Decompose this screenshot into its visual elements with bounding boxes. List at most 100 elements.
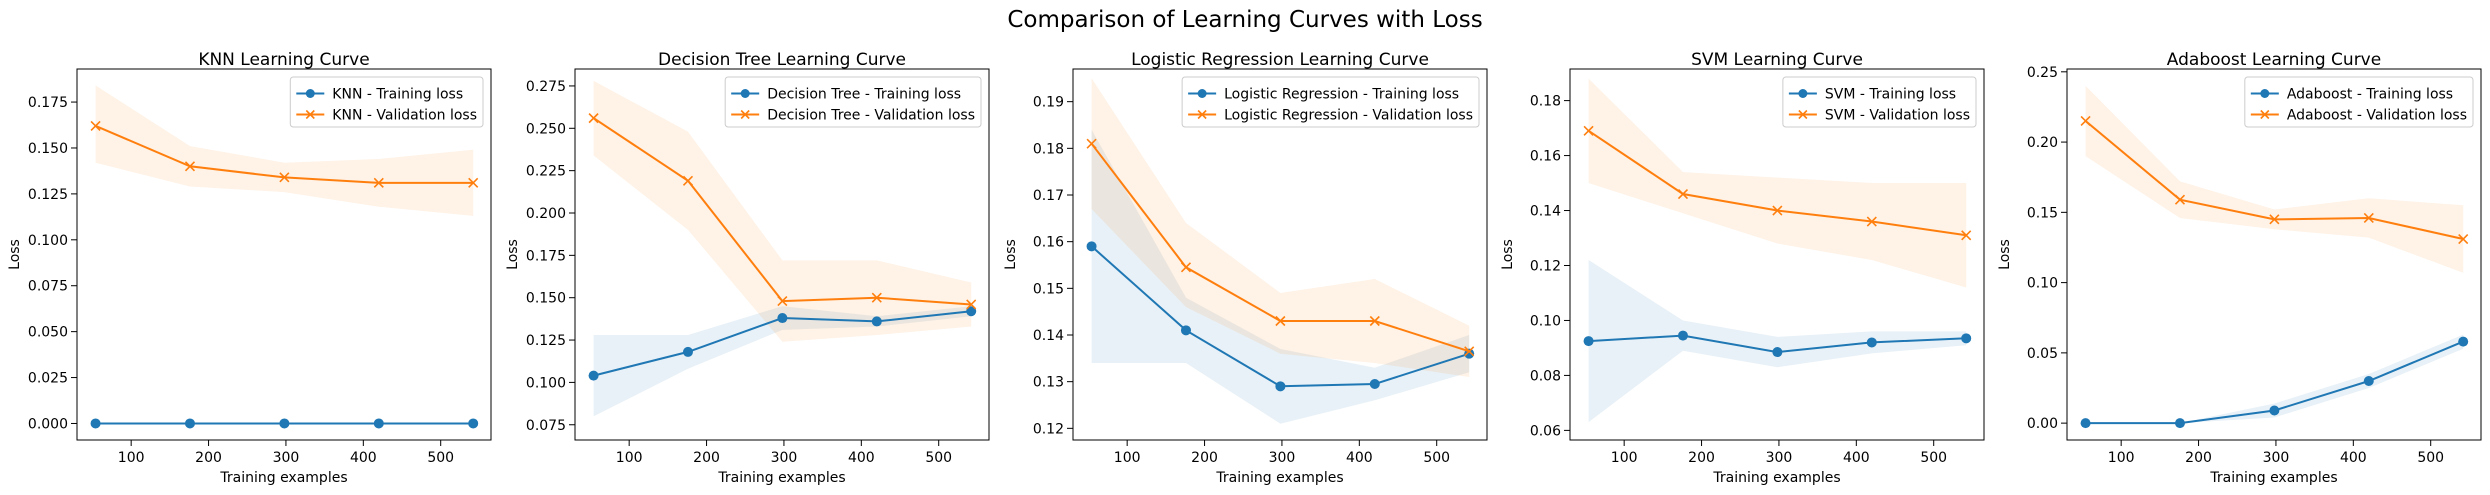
p3-ytick-label-8: 0.19 <box>1033 95 1064 111</box>
p1-axes-frame <box>76 68 492 441</box>
p4-xtick-label-2: 200 <box>1688 450 1715 466</box>
p4-series-1-point-2 <box>1677 330 1688 341</box>
p4-series-1-point-1 <box>1583 336 1594 347</box>
p4-ytick-label-1: 0.06 <box>1530 423 1561 439</box>
p2-series-2-point-5 <box>966 299 977 310</box>
p1-series-2-point-2 <box>184 161 196 172</box>
p4-xtick-label-5: 500 <box>1920 450 1947 466</box>
p5-legend-box <box>2244 76 2474 128</box>
p4-title: SVM Learning Curve <box>1691 50 1863 70</box>
p2-legend-marker-2 <box>740 109 750 120</box>
p1-ylabel: Loss <box>7 239 23 270</box>
p5-xtick-label-4: 400 <box>2340 450 2367 466</box>
p1-title: KNN Learning Curve <box>198 50 369 70</box>
chart-panel-1: 100 200 300 400 500 0.000 0.025 0.050 0.075 0.100… <box>7 50 492 486</box>
figure-suptitle: Comparison of Learning Curves with Loss <box>1007 7 1482 33</box>
p1-xlabel: Training examples <box>219 470 347 486</box>
p2-series-1-point-5 <box>966 306 977 317</box>
p1-ytick-label-4: 0.075 <box>28 279 68 295</box>
p5-series-1-point-5 <box>2458 336 2469 347</box>
p2-series-2-point-2 <box>682 175 694 186</box>
p5-legend-marker-2 <box>2260 109 2270 120</box>
p2-ytick-label-2: 0.100 <box>526 375 566 391</box>
p5-ylabel: Loss <box>1997 239 2013 270</box>
p3-ytick-label-4: 0.15 <box>1033 281 1064 297</box>
p3-xtick-label-5: 500 <box>1423 450 1450 466</box>
p3-ytick-label-3: 0.14 <box>1033 328 1064 344</box>
p3-ytick-label-7: 0.18 <box>1033 141 1064 157</box>
p1-ytick-label-5: 0.100 <box>28 233 68 249</box>
p5-xlabel: Training examples <box>2209 470 2337 486</box>
p3-series-2-band <box>1091 78 1470 378</box>
p4-ytick-label-2: 0.08 <box>1530 368 1561 384</box>
p1-xtick-label-5: 500 <box>427 450 454 466</box>
p5-series-2-band <box>2085 85 2464 273</box>
p2-legend: Decision Tree - Training loss Decision Tr… <box>724 76 982 128</box>
p4-legend-marker-2 <box>1798 109 1808 120</box>
p4-ytick-label-7: 0.18 <box>1530 94 1561 110</box>
p4-series-2-point-3 <box>1772 205 1783 216</box>
p2-series-1-point-4 <box>871 316 882 327</box>
p5-legend-label-2: Adaboost - Validation loss <box>2287 108 2467 124</box>
p4-legend-label-1: SVM - Training loss <box>1825 87 1956 103</box>
p1-ytick-label-6: 0.125 <box>28 187 68 203</box>
p1-series-1-point-1 <box>90 418 101 429</box>
p4-series-1-band <box>1588 260 1967 423</box>
p3-xlabel: Training examples <box>1215 470 1343 486</box>
p5-series-1-point-4 <box>2363 375 2374 386</box>
p5-series-1-point-1 <box>2080 418 2091 429</box>
p1-series-2-point-3 <box>279 172 290 183</box>
p1-series-1-point-3 <box>279 418 290 429</box>
p2-series-1-point-1 <box>588 370 599 381</box>
p4-series-2-point-1 <box>1583 125 1594 136</box>
p4-xlabel: Training examples <box>1712 470 1840 486</box>
p3-series-2-point-1 <box>1086 138 1097 149</box>
p3-series-2-point-4 <box>1369 315 1380 327</box>
p5-series-1-point-2 <box>2174 418 2185 429</box>
p3-ytick-label-6: 0.17 <box>1033 188 1064 204</box>
p5-series-2-point-5 <box>2458 233 2469 245</box>
p5-series-2-point-3 <box>2269 214 2280 225</box>
p4-legend: SVM - Training loss SVM - Validation loss <box>1782 76 1977 128</box>
p5-legend-marker-1 <box>2260 89 2270 98</box>
p4-series-2-point-5 <box>1961 230 1972 241</box>
p1-series-2-point-5 <box>468 177 479 188</box>
p4-series-1-point-4 <box>1866 337 1877 348</box>
p4-legend-label-2: SVM - Validation loss <box>1825 108 1970 124</box>
p3-xtick-label-1: 100 <box>1114 450 1141 466</box>
p3-ytick-label-2: 0.13 <box>1033 375 1064 391</box>
p5-ytick-label-2: 0.05 <box>2027 346 2058 362</box>
p2-series-2-point-3 <box>777 296 788 307</box>
chart-panel-4: 100 200 300 400 500 0.06 0.08 0.10 0.12 0.14 0.16 0… <box>1500 50 1985 486</box>
p3-title: Logistic Regression Learning Curve <box>1131 50 1429 70</box>
p5-series-2-point-2 <box>2174 194 2186 205</box>
p4-legend-box <box>1782 76 1977 128</box>
p1-legend: KNN - Training loss KNN - Validation loss <box>289 76 484 128</box>
p3-legend: Logistic Regression - Training loss Logis… <box>1181 76 1480 128</box>
p1-ytick-label-3: 0.050 <box>28 325 68 341</box>
p5-series-1-point-3 <box>2269 405 2280 416</box>
p2-ytick-label-7: 0.225 <box>526 164 566 180</box>
p2-xtick-label-1: 100 <box>616 450 643 466</box>
p2-series-1-band <box>593 306 972 417</box>
p3-series-2-point-3 <box>1275 315 1286 327</box>
p3-series-1-band <box>1091 129 1470 424</box>
p2-title: Decision Tree Learning Curve <box>658 50 906 70</box>
p1-legend-box <box>289 76 484 128</box>
p5-title: Adaboost Learning Curve <box>2167 50 2381 70</box>
p4-series-2-band <box>1588 78 1967 288</box>
p3-series-1-point-2 <box>1180 325 1191 336</box>
chart-panels: 100 200 300 400 5000.0000.0250.0500.0750.100… <box>7 50 2482 486</box>
p1-ytick-label-1: 0.000 <box>28 416 68 432</box>
p2-ytick-label-5: 0.175 <box>526 248 566 264</box>
chart-panel-2: 100 200 300 400 500 0.075 0.100 0.125 0.150 0.175… <box>505 50 990 486</box>
p3-series-1-point-4 <box>1369 379 1380 389</box>
p5-ytick-label-1: 0.00 <box>2027 416 2058 432</box>
p1-series-1-point-4 <box>373 418 384 429</box>
p4-xtick-label-3: 300 <box>1766 450 1793 466</box>
p3-legend-label-2: Logistic Regression - Validation loss <box>1224 108 1473 124</box>
p2-legend-label-1: Decision Tree - Training loss <box>767 87 961 103</box>
p3-axes-frame <box>1072 68 1488 441</box>
p2-legend-label-2: Decision Tree - Validation loss <box>767 108 975 124</box>
